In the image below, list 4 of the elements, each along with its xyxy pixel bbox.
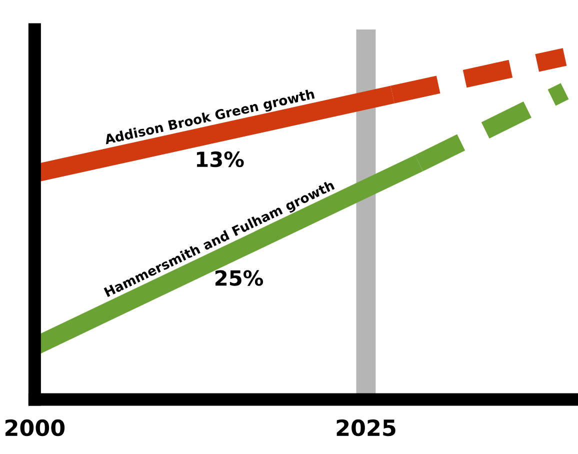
x-tick-label: 2025	[336, 419, 396, 436]
annotation: 13%	[196, 151, 244, 168]
x-tick-label: 2000	[6, 419, 65, 436]
annotation: 25%	[216, 270, 264, 286]
